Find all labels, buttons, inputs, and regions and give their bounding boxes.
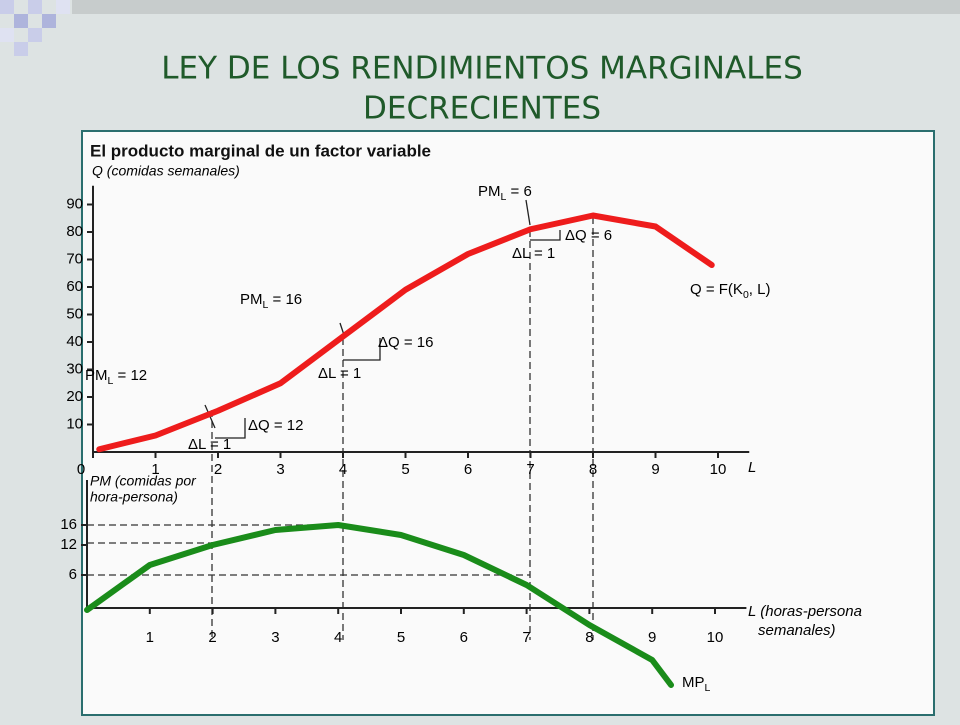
y-tick-label: 70 (66, 250, 83, 267)
annotation-part: L (263, 299, 269, 311)
decoration (0, 0, 960, 56)
y-tick-label: 30 (66, 360, 83, 377)
y-tick-label: 10 (66, 415, 83, 432)
y-axis-label: Q (comidas semanales) (92, 163, 240, 179)
x-axis-label: semanales) (758, 622, 836, 639)
x-axis-label: L (748, 459, 756, 476)
annotation: ΔQ = 12 (248, 417, 303, 434)
x-tick-label: 9 (651, 461, 659, 478)
x-tick-label: 3 (276, 461, 284, 478)
series-line (96, 212, 715, 453)
slide-title: LEY DE LOS RENDIMIENTOS MARGINALES (161, 51, 803, 87)
annotation-part: ΔQ = 12 (248, 417, 303, 434)
series-label-part: , L) (749, 281, 771, 298)
annotation: ΔL = 1 (318, 365, 361, 382)
annotation-part: = 6 (506, 183, 531, 200)
y-axis-label: PM (comidas por (90, 473, 197, 489)
y-tick-label: 20 (66, 388, 83, 405)
y-tick-label: 40 (66, 333, 83, 350)
annotation: PML = 12 (85, 367, 147, 387)
figure-frame (81, 130, 935, 716)
x-tick-label: 6 (460, 629, 468, 646)
y-axis-label: hora-persona) (90, 489, 178, 505)
annotation-part: ΔQ = 16 (378, 334, 433, 351)
annotation-part: PM (240, 291, 263, 308)
annotation-part: = 12 (113, 367, 147, 384)
series-label-part: 0 (743, 289, 749, 301)
x-tick-label: 9 (648, 629, 656, 646)
x-tick-label: 5 (397, 629, 405, 646)
x-tick-label: 6 (464, 461, 472, 478)
series-label-part: L (705, 682, 711, 694)
x-tick-label: 10 (707, 629, 724, 646)
x-tick-label: 4 (339, 461, 347, 478)
annotation-part: L (501, 191, 507, 203)
annotation-part: ΔL = 1 (188, 436, 231, 453)
annotation: PML = 16 (240, 291, 302, 311)
annotation-part: PM (85, 367, 108, 384)
series-line (84, 522, 675, 688)
annotation-part: ΔQ = 6 (565, 227, 612, 244)
annotation-part: = 16 (268, 291, 302, 308)
annotation: PML = 6 (478, 183, 532, 203)
annotation: ΔL = 1 (188, 436, 231, 453)
x-tick-label: 4 (334, 629, 342, 646)
series-label-part: MP (682, 674, 705, 691)
x-tick-label: 7 (526, 461, 534, 478)
y-tick-label: 50 (66, 305, 83, 322)
x-tick-label: 3 (271, 629, 279, 646)
x-tick-label: 8 (585, 629, 593, 646)
y-tick-label: 12 (60, 536, 77, 553)
series-label-part: Q = F(K (690, 281, 743, 298)
x-axis-label: L (horas-persona (748, 603, 862, 620)
series-label: MPL (682, 674, 711, 694)
annotation-part: L (108, 375, 114, 387)
x-tick-label: 2 (214, 461, 222, 478)
annotation: ΔQ = 16 (378, 334, 433, 351)
x-tick-label: 1 (151, 461, 159, 478)
x-tick-label: 2 (208, 629, 216, 646)
x-tick-label: 10 (710, 461, 727, 478)
slide-title: DECRECIENTES (363, 91, 601, 127)
x-tick-label: 5 (401, 461, 409, 478)
figure-title: El producto marginal de un factor variab… (90, 141, 431, 160)
series-label: Q = F(K0, L) (690, 281, 770, 301)
annotation: ΔQ = 6 (565, 227, 612, 244)
y-tick-label: 80 (66, 223, 83, 240)
annotation-part: PM (478, 183, 501, 200)
x-tick-label: 0 (77, 461, 85, 478)
x-tick-label: 7 (522, 629, 530, 646)
x-tick-label: 8 (589, 461, 597, 478)
y-tick-label: 60 (66, 278, 83, 295)
x-tick-label: 1 (146, 629, 154, 646)
y-tick-label: 90 (66, 195, 83, 212)
y-tick-label: 16 (60, 516, 77, 533)
annotation-part: ΔL = 1 (318, 365, 361, 382)
y-tick-label: 6 (69, 566, 77, 583)
annotation: ΔL = 1 (512, 245, 555, 262)
annotation-part: ΔL = 1 (512, 245, 555, 262)
